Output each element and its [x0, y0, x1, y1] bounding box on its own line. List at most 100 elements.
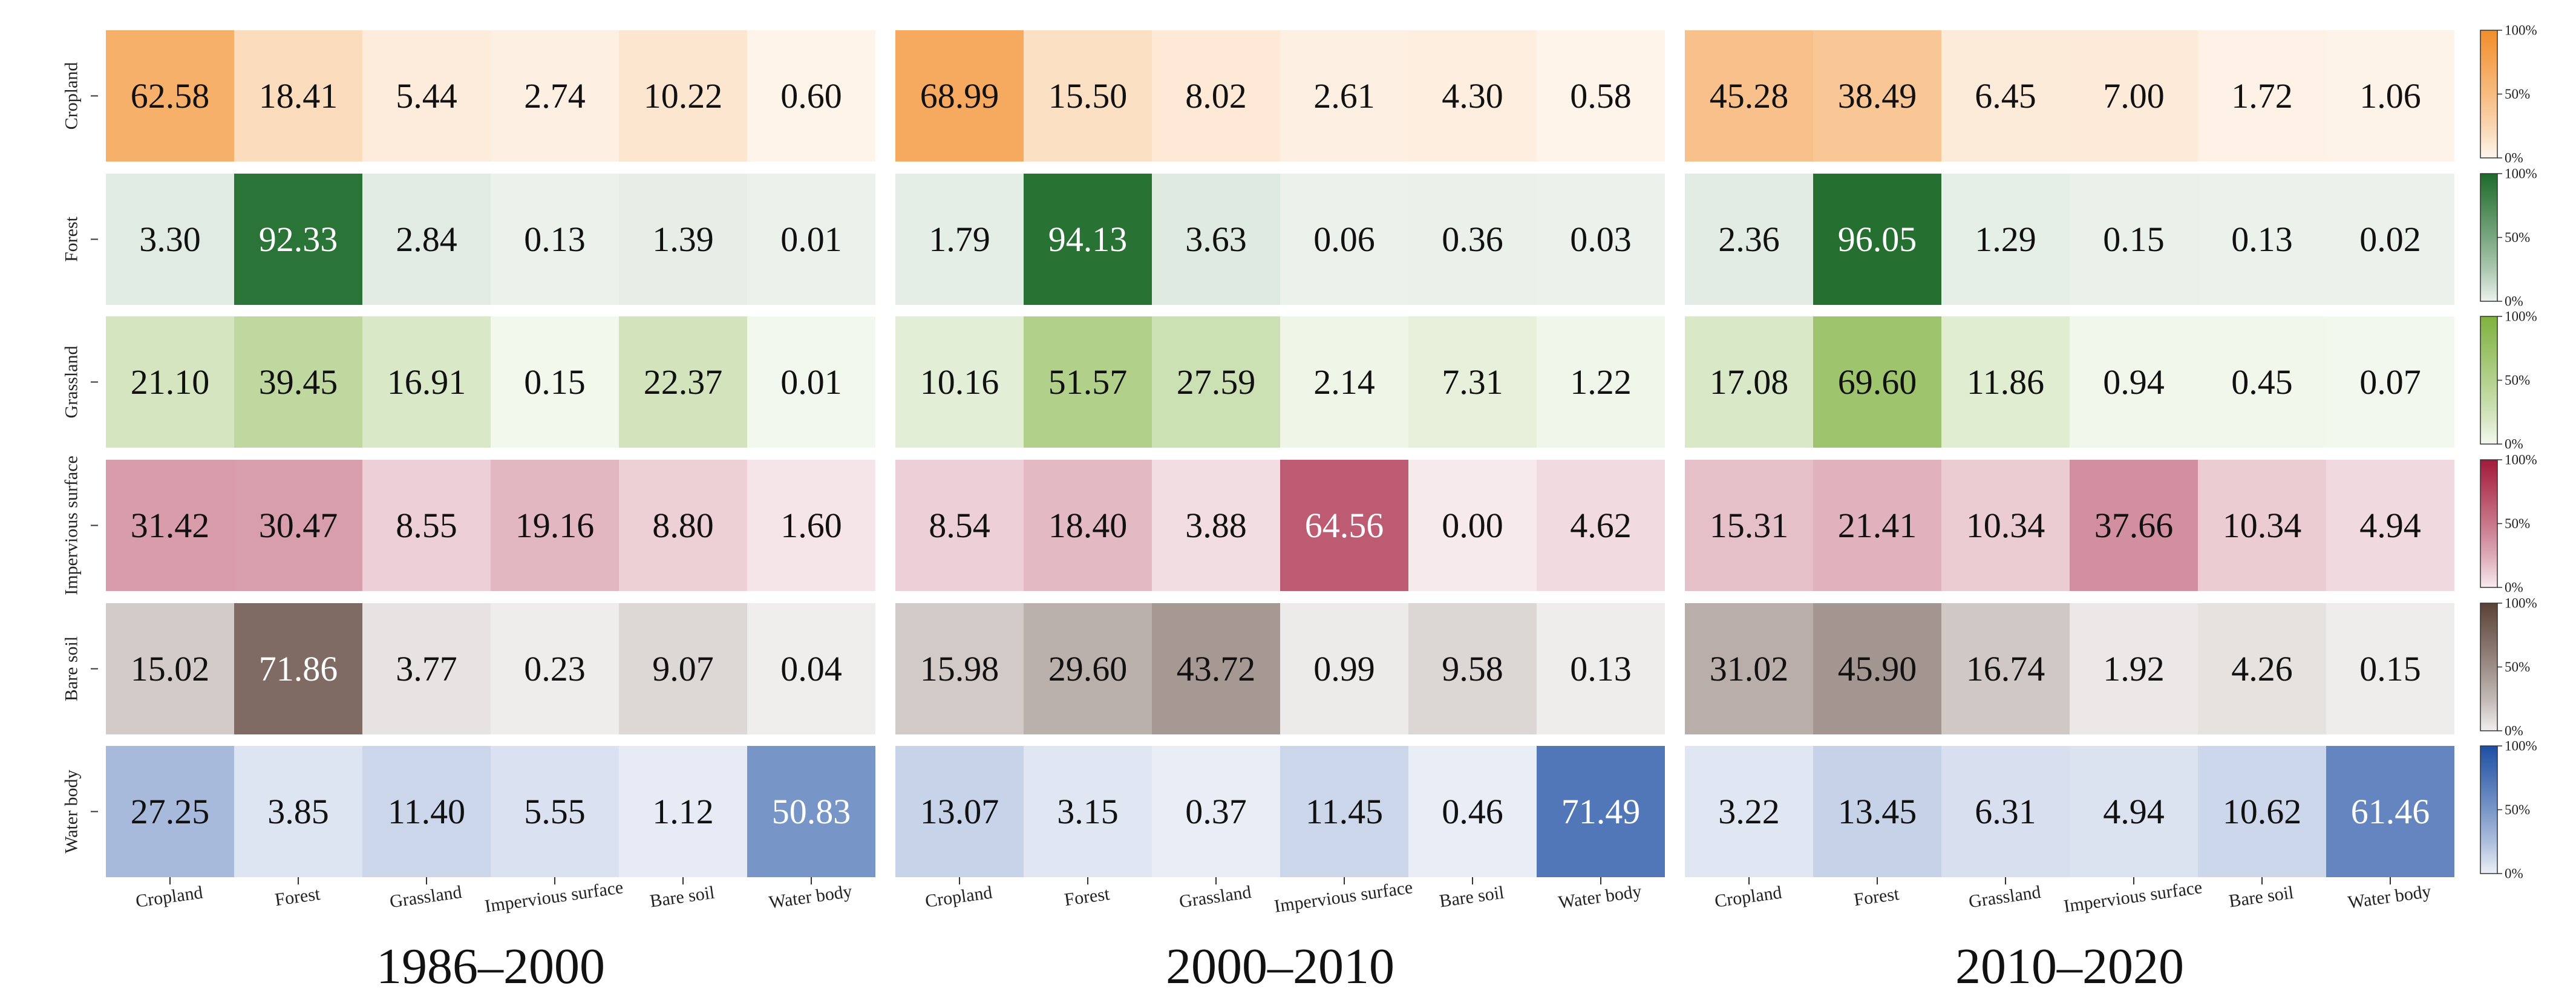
heatmap-cell: [1408, 30, 1537, 162]
heatmap-cell: [1537, 30, 1665, 162]
heatmap-cell: [1813, 316, 1941, 448]
cell-value: 2.61: [1313, 76, 1375, 116]
cell-value: 38.49: [1838, 76, 1917, 116]
heatmap-cell: [2198, 746, 2326, 877]
cell-value: 4.94: [2359, 506, 2421, 545]
cell-value: 17.08: [1710, 362, 1789, 402]
heatmap-cell: [1941, 316, 2070, 448]
cell-value: 0.58: [1570, 76, 1632, 116]
heatmap-cell: [895, 316, 1024, 448]
heatmap-cell: [2326, 316, 2454, 448]
column-label: Forest: [273, 884, 322, 910]
heatmap-cell: [1280, 174, 1408, 305]
colorbar-gradient: [2480, 30, 2498, 158]
heatmap-cell: [106, 174, 234, 305]
colorbar-gradient: [2480, 173, 2498, 302]
cell-value: 0.94: [2103, 362, 2165, 402]
heatmap-cell: [1941, 603, 2070, 734]
row-label: Bare soil: [62, 636, 82, 701]
column-label: Grassland: [388, 882, 463, 912]
heatmap-cell: [1685, 174, 1813, 305]
cell-value: 45.28: [1710, 76, 1789, 116]
heatmap-cell: [2198, 174, 2326, 305]
cell-value: 6.31: [1975, 792, 2036, 831]
colorbar-gradient: [2480, 316, 2498, 445]
heatmap-cell: [1280, 460, 1408, 591]
heatmap-cell: [1024, 30, 1152, 162]
cell-value: 5.44: [396, 76, 457, 116]
heatmap-cell: [1685, 316, 1813, 448]
heatmap-cell: [1024, 174, 1152, 305]
colorbar-tick-label: 0%: [2505, 866, 2523, 881]
colorbar: 100% 50% 0%: [2480, 23, 2537, 166]
cell-value: 1.06: [2359, 76, 2421, 116]
heatmap-cell: [2070, 30, 2198, 162]
colorbar-tick-label: 100%: [2505, 596, 2537, 611]
heatmap-cell: [895, 746, 1024, 877]
cell-value: 0.04: [780, 649, 842, 688]
heatmap-cell: [1280, 316, 1408, 448]
heatmap-cell: [619, 460, 747, 591]
colorbar-gradient: [2480, 603, 2498, 731]
cell-value: 43.72: [1177, 649, 1256, 688]
colorbar-tick-label: 50%: [2505, 373, 2530, 388]
cell-value: 96.05: [1838, 220, 1917, 259]
cell-value: 61.46: [2351, 792, 2430, 831]
colorbar: 100% 50% 0%: [2480, 453, 2537, 595]
cell-value: 45.90: [1838, 649, 1917, 688]
heatmap-cell: [2326, 746, 2454, 877]
colorbar-tick-label: 100%: [2505, 309, 2537, 324]
heatmap-cell: [1941, 460, 2070, 591]
column-label: Impervious surface: [2062, 877, 2203, 917]
heatmap-cell: [1152, 30, 1280, 162]
cell-value: 0.13: [524, 220, 586, 259]
column-label: Water body: [768, 881, 854, 913]
colorbar-tick-label: 0%: [2505, 437, 2523, 452]
cell-value: 4.30: [1442, 76, 1503, 116]
cell-value: 21.10: [131, 362, 210, 402]
colorbar-tick-label: 0%: [2505, 151, 2523, 166]
cell-value: 0.15: [2359, 649, 2421, 688]
heatmap-cell: [106, 30, 234, 162]
heatmap-cell: [1813, 30, 1941, 162]
cell-value: 0.46: [1442, 792, 1503, 831]
colorbar: 100% 50% 0%: [2480, 309, 2537, 452]
cell-value: 16.91: [387, 362, 466, 402]
cell-value: 0.00: [1442, 506, 1503, 545]
cell-value: 5.55: [524, 792, 586, 831]
cell-value: 2.84: [396, 220, 457, 259]
heatmap-cell: [1408, 746, 1537, 877]
cell-value: 31.02: [1710, 649, 1789, 688]
column-label: Forest: [1063, 884, 1111, 910]
colorbar-tick-label: 50%: [2505, 659, 2530, 675]
period-label: 2010–2020: [1955, 938, 2184, 995]
cell-value: 27.25: [131, 792, 210, 831]
heatmap-cell: [1152, 746, 1280, 877]
column-label: Impervious surface: [483, 877, 624, 917]
column-label: Cropland: [924, 882, 993, 911]
heatmap-cell: [1152, 316, 1280, 448]
column-label: Grassland: [1967, 882, 2042, 912]
cell-value: 1.79: [929, 220, 990, 259]
colorbar-gradient: [2480, 745, 2498, 874]
heatmap-cell: [1408, 460, 1537, 591]
colorbar: 100% 50% 0%: [2480, 596, 2537, 739]
heatmap-cell: [747, 30, 875, 162]
cell-value: 1.60: [780, 506, 842, 545]
heatmap-cell: [234, 316, 362, 448]
row-label: Cropland: [62, 62, 82, 130]
heatmap-cell: [895, 174, 1024, 305]
heatmap-cell: [2198, 460, 2326, 591]
heatmap-cell: [491, 746, 619, 877]
column-label: Water body: [2347, 881, 2433, 913]
heatmap-cell: [362, 30, 491, 162]
cell-value: 10.16: [920, 362, 999, 402]
heatmap-cell: [2198, 603, 2326, 734]
heatmap-cell: [619, 603, 747, 734]
cell-value: 0.01: [780, 220, 842, 259]
cell-value: 1.39: [652, 220, 714, 259]
cell-value: 1.92: [2103, 649, 2165, 688]
row-label: Water body: [62, 770, 82, 853]
heatmap-cell: [362, 460, 491, 591]
cell-value: 0.15: [524, 362, 586, 402]
